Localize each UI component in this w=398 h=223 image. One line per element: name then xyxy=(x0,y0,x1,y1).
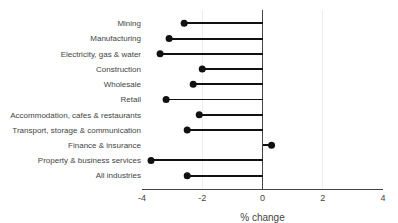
svg-text:All industries: All industries xyxy=(96,171,141,180)
svg-text:Finance & insurance: Finance & insurance xyxy=(68,141,141,150)
svg-text:Accommodation, cafes & restaur: Accommodation, cafes & restaurants xyxy=(10,111,141,120)
svg-text:Retail: Retail xyxy=(121,95,142,104)
svg-text:Transport, storage & communica: Transport, storage & communication xyxy=(12,126,141,135)
svg-text:Electricity, gas & water: Electricity, gas & water xyxy=(61,50,142,59)
svg-text:Property & business services: Property & business services xyxy=(38,156,141,165)
svg-text:% change: % change xyxy=(240,212,285,223)
svg-text:-2: -2 xyxy=(198,193,206,203)
svg-text:4: 4 xyxy=(380,193,385,203)
svg-text:-4: -4 xyxy=(138,193,146,203)
svg-text:0: 0 xyxy=(260,193,265,203)
svg-text:Wholesale: Wholesale xyxy=(104,80,142,89)
svg-text:Mining: Mining xyxy=(117,19,141,28)
svg-text:2: 2 xyxy=(320,193,325,203)
svg-text:Manufacturing: Manufacturing xyxy=(90,34,141,43)
svg-text:Construction: Construction xyxy=(96,65,141,74)
